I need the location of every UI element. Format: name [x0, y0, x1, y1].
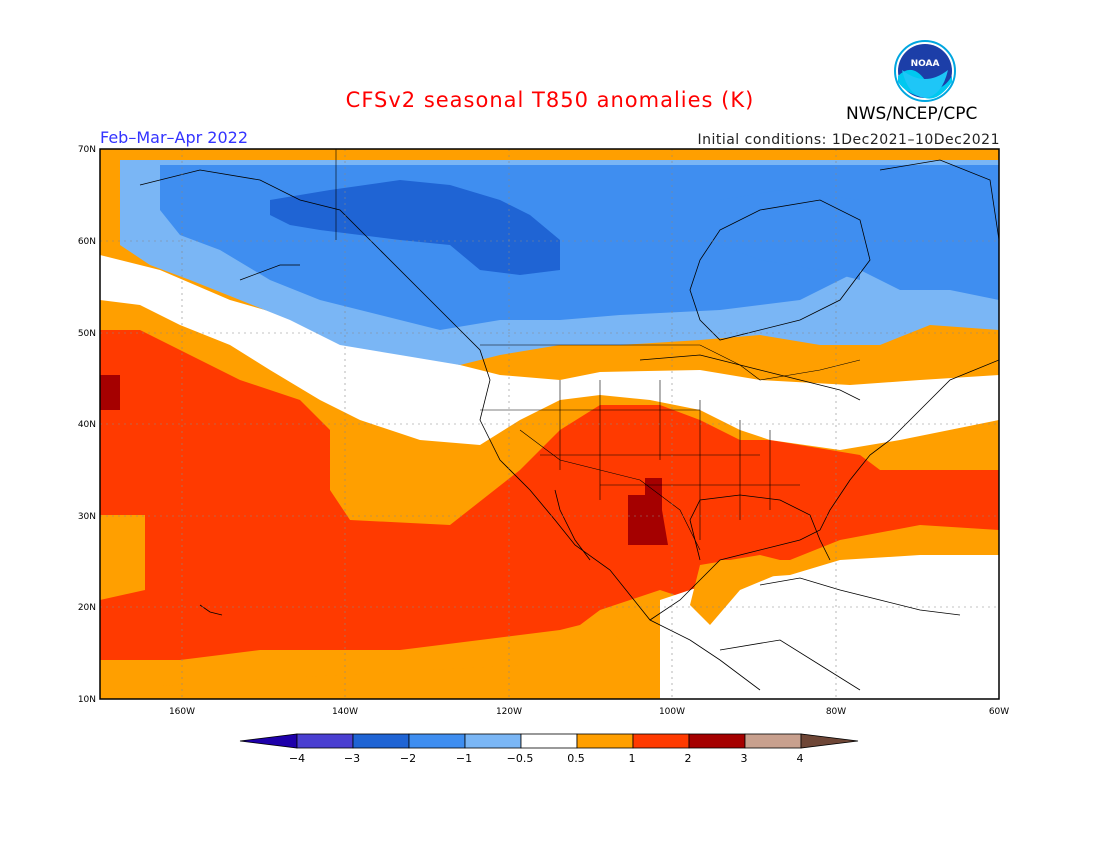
lon-label-120w: 120W: [496, 707, 522, 717]
lon-labels: 160W 140W 120W 100W 80W 60W: [169, 707, 1009, 717]
lon-label-140w: 140W: [332, 707, 358, 717]
colorbar-label: −2: [400, 752, 416, 765]
colorbar-swatch: [352, 733, 410, 749]
lon-label-160w: 160W: [169, 707, 195, 717]
lat-labels: 70N 60N 50N 40N 30N 20N 10N: [78, 145, 96, 705]
colorbar-swatch: [688, 733, 746, 749]
lat-label-40n: 40N: [78, 420, 96, 430]
logo-text: NOAA: [911, 59, 940, 69]
lon-label-100w: 100W: [659, 707, 685, 717]
colorbar-label: 3: [741, 752, 748, 765]
colorbar-label: 4: [797, 752, 804, 765]
borders: [335, 149, 861, 551]
colorbar-swatch: [576, 733, 634, 749]
lon-label-80w: 80W: [826, 707, 846, 717]
colorbar-label: −4: [289, 752, 305, 765]
colorbar-swatch: [464, 733, 522, 749]
colorbar-swatch: [296, 733, 354, 749]
map-title: CFSv2 seasonal T850 anomalies (K): [345, 88, 755, 112]
anomaly-field: [100, 149, 999, 699]
lon-label-60w: 60W: [989, 707, 1009, 717]
lat-label-70n: 70N: [78, 145, 96, 155]
noaa-logo-icon: NOAA: [894, 40, 956, 102]
colorbar-label: 0.5: [567, 752, 585, 765]
colorbar-label: −1: [456, 752, 472, 765]
colorbar-swatch: [520, 733, 578, 749]
colorbar-label: 2: [685, 752, 692, 765]
colorbar-swatch: [408, 733, 466, 749]
colorbar-label: −3: [344, 752, 360, 765]
colorbar-label: 1: [629, 752, 636, 765]
lat-label-30n: 30N: [78, 512, 96, 522]
lat-label-50n: 50N: [78, 329, 96, 339]
map-frame: [99, 148, 1000, 700]
forecast-period: Feb–Mar–Apr 2022: [100, 128, 248, 147]
lat-label-20n: 20N: [78, 603, 96, 613]
agency-label: NWS/NCEP/CPC: [846, 104, 978, 124]
colorbar-swatch: [632, 733, 690, 749]
initial-conditions: Initial conditions: 1Dec2021–10Dec2021: [697, 132, 1000, 148]
lat-label-10n: 10N: [78, 695, 96, 705]
colorbar-arrow-low: [239, 733, 298, 749]
colorbar: [239, 733, 859, 749]
lat-label-60n: 60N: [78, 237, 96, 247]
colorbar-swatch: [744, 733, 802, 749]
coastlines: [139, 159, 999, 691]
colorbar-labels: −4 −3 −2 −1 −0.5 0.5 1 2 3 4: [289, 752, 804, 765]
colorbar-label: −0.5: [507, 752, 534, 765]
lat-lon-grid: [100, 149, 999, 699]
colorbar-arrow-high: [800, 733, 859, 749]
